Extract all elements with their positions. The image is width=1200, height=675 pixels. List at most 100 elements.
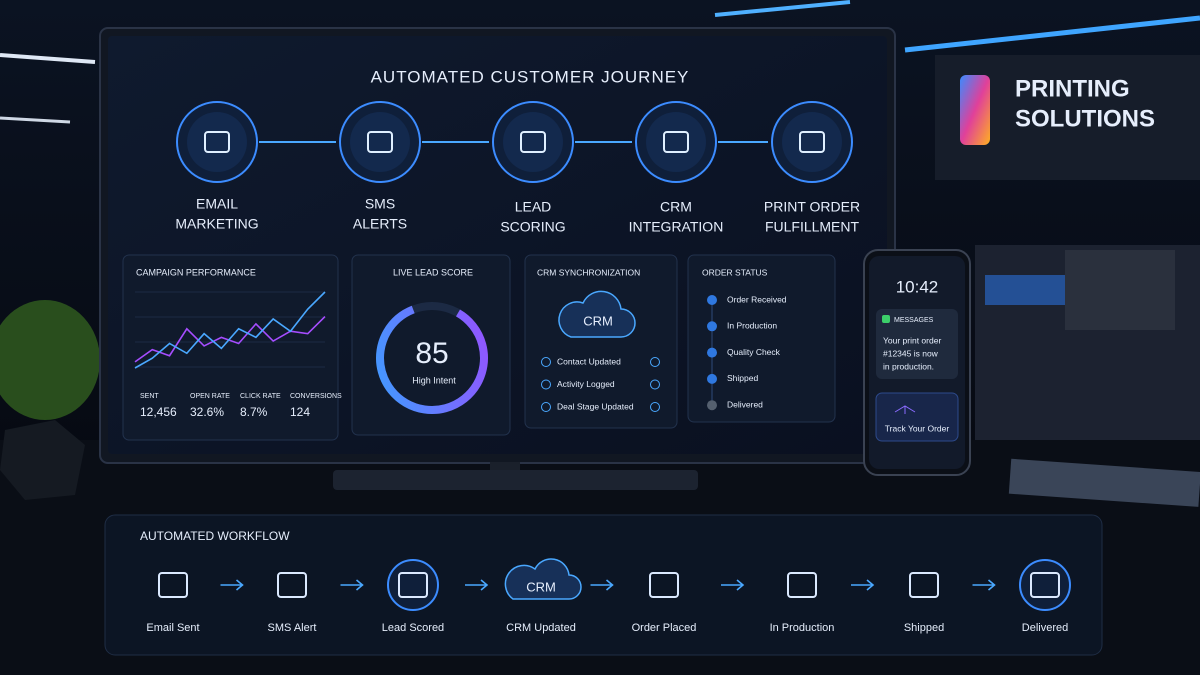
chart-line xyxy=(134,291,326,369)
machine-part xyxy=(1065,250,1175,330)
check xyxy=(650,357,660,367)
sign-text: PRINTING xyxy=(1015,75,1130,102)
chart-line xyxy=(134,315,326,363)
step-inner xyxy=(646,112,706,172)
order-list: Order Received In Production Quality Check… xyxy=(707,294,787,411)
gauge-ring xyxy=(376,302,488,414)
workflow-icon xyxy=(649,572,679,598)
journey-steps: EMAIL MARKETING SMS ALERTS LEAD SCORING CRM INT… xyxy=(175,101,860,235)
workflow-steps: Email Sent SMS Alert Lead Scored CRM CRM Upd… xyxy=(146,558,1071,634)
step-label: FULFILLMENT xyxy=(765,219,860,235)
step-label: CRM xyxy=(660,199,692,215)
workflow-arrow xyxy=(972,579,996,591)
light xyxy=(0,116,71,124)
workflow-badge: CRM xyxy=(526,579,556,594)
workflow-label: Shipped xyxy=(904,622,944,634)
order-item: Order Received xyxy=(727,294,787,304)
step-inner xyxy=(503,112,563,172)
panel xyxy=(687,254,836,423)
workflow-icon-ring xyxy=(387,559,439,611)
workflow-arrow xyxy=(220,579,244,591)
status-dot xyxy=(707,321,717,332)
step-icon xyxy=(204,131,230,153)
check xyxy=(541,357,551,367)
crm-item: Deal Stage Updated xyxy=(557,401,634,411)
workflow-arrow xyxy=(340,579,364,591)
metric-label: CLICK RATE xyxy=(240,393,281,400)
step-label: EMAIL xyxy=(196,196,238,212)
step-inner xyxy=(350,112,410,172)
workflow-label: Lead Scored xyxy=(382,622,444,634)
crm-badge: CRM xyxy=(583,313,613,328)
status-dot xyxy=(707,400,717,411)
truck-icon xyxy=(894,405,916,414)
workflow-label: Order Placed xyxy=(632,622,697,634)
sign-text: SOLUTIONS xyxy=(1015,105,1155,132)
workflow-arrow xyxy=(721,579,745,591)
step-label: MARKETING xyxy=(175,216,258,232)
metric-value: 12,456 xyxy=(140,405,177,419)
notification-text: in production. xyxy=(883,361,934,371)
workflow-icon xyxy=(1030,572,1060,598)
campaign-panel: SENT 12,456 OPEN RATE 32.6% CLICK RATE 8.7% CO… xyxy=(134,291,342,419)
step-inner xyxy=(187,112,247,172)
workflow-title: AUTOMATED WORKFLOW xyxy=(140,529,290,543)
crm-item: Activity Logged xyxy=(557,379,615,389)
brochures xyxy=(1008,458,1200,507)
metric-value: 8.7% xyxy=(240,405,268,419)
lead-score: 85 xyxy=(415,337,448,370)
notification-text: #12345 is now xyxy=(883,348,939,358)
step-icon xyxy=(367,131,393,153)
plant-pot xyxy=(0,420,85,500)
workflow-arrow xyxy=(590,579,614,591)
track-button-label[interactable]: Track Your Order xyxy=(885,423,950,433)
step-inner xyxy=(782,112,842,172)
panel xyxy=(524,254,678,429)
workflow-icon xyxy=(277,572,307,598)
metric-value: 124 xyxy=(290,405,310,419)
order-item: Quality Check xyxy=(727,347,781,357)
workflow-arrow xyxy=(851,579,875,591)
step-icon xyxy=(520,131,546,153)
step-label: LEAD xyxy=(515,199,552,215)
notification-app: MESSAGES xyxy=(894,317,934,324)
workflow-label: Email Sent xyxy=(146,622,199,634)
workflow-icon-ring xyxy=(1019,559,1071,611)
panel xyxy=(122,254,339,441)
sign-logo xyxy=(960,75,990,145)
order-item: In Production xyxy=(727,321,777,331)
step-label: ALERTS xyxy=(353,216,407,232)
metric-label: SENT xyxy=(140,393,159,400)
app-icon xyxy=(882,315,890,323)
workflow-label: SMS Alert xyxy=(268,622,317,634)
check xyxy=(650,402,660,412)
check xyxy=(541,402,551,412)
workflow-icon xyxy=(158,572,188,598)
metric-value: 32.6% xyxy=(190,405,224,419)
metric-label: OPEN RATE xyxy=(190,393,230,400)
light xyxy=(904,15,1200,53)
step-icon xyxy=(799,131,825,153)
notification-text: Your print order xyxy=(883,335,941,345)
workflow-icon xyxy=(398,572,428,598)
panel-title: CAMPAIGN PERFORMANCE xyxy=(136,267,256,277)
light xyxy=(714,0,851,17)
workflow-icon xyxy=(909,572,939,598)
track-button[interactable] xyxy=(875,392,959,442)
crm-cloud xyxy=(558,290,636,338)
crm-list: Contact Updated Activity Logged Deal Stage… xyxy=(541,356,660,412)
step-label: INTEGRATION xyxy=(629,219,724,235)
workflow-label: In Production xyxy=(770,622,835,634)
machine-light xyxy=(985,275,1075,305)
step-icon xyxy=(663,131,689,153)
step-label: PRINT ORDER xyxy=(764,199,860,215)
workflow-label: CRM Updated xyxy=(506,622,576,634)
panel-title: LIVE LEAD SCORE xyxy=(393,267,473,277)
status-dot xyxy=(707,373,717,384)
screen-title: AUTOMATED CUSTOMER JOURNEY xyxy=(371,67,690,86)
status-dot xyxy=(707,347,717,358)
workflow-icon xyxy=(787,572,817,598)
order-item: Shipped xyxy=(727,373,758,383)
light xyxy=(0,53,96,64)
